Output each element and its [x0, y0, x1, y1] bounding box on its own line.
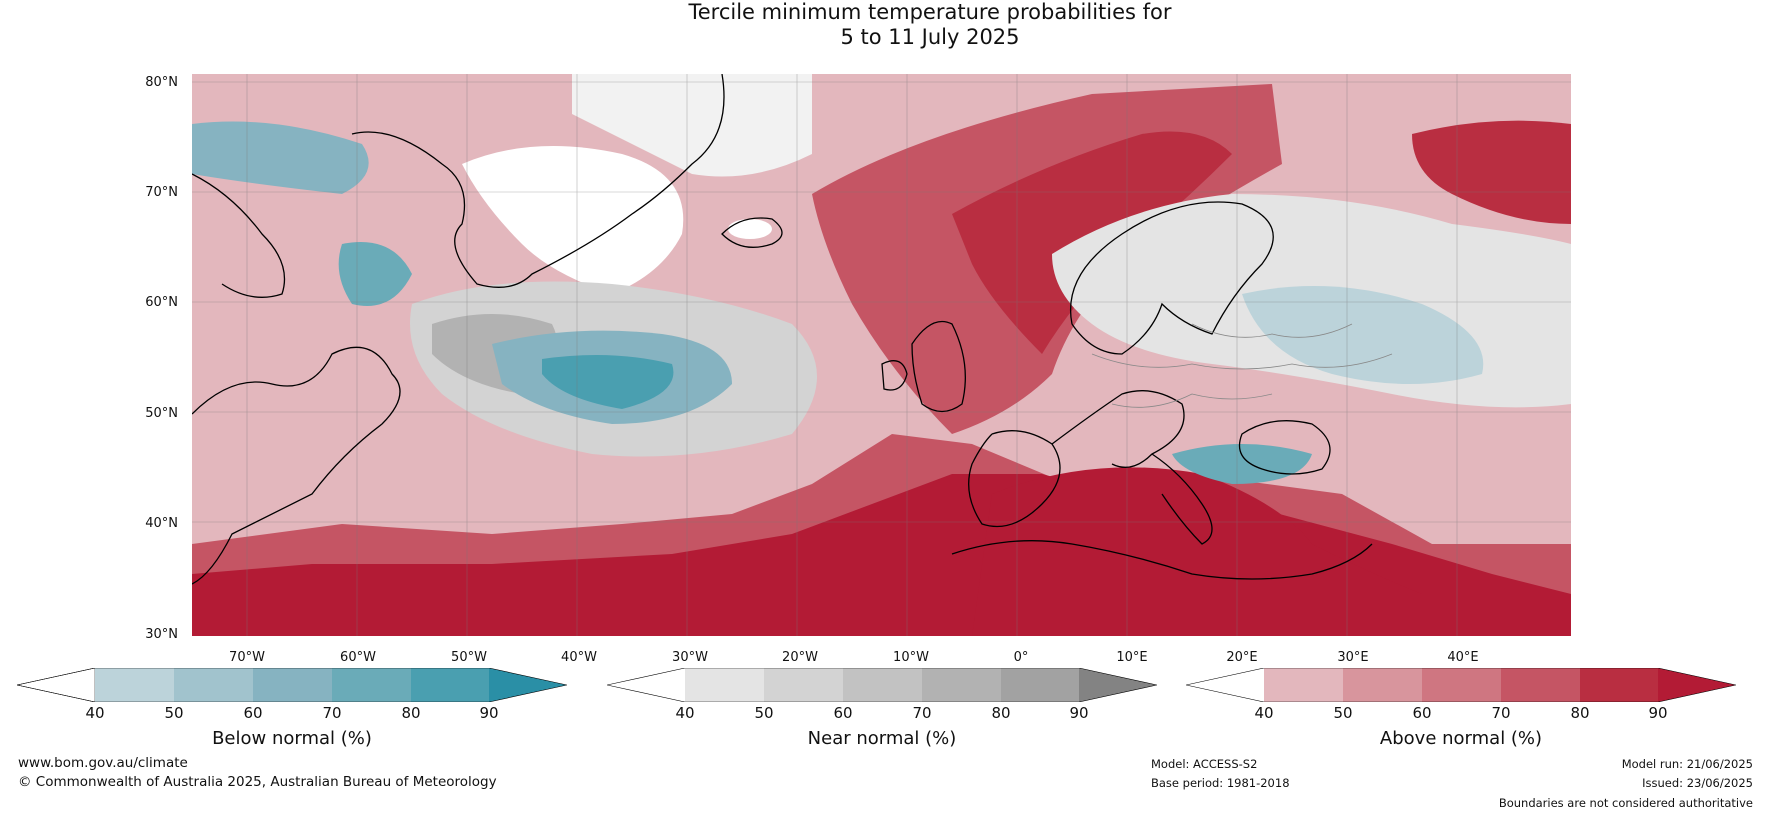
lon-label: 30°E [1337, 650, 1369, 665]
title-line-2: 5 to 11 July 2025 [840, 25, 1020, 49]
colorbar-above-seg-1 [1264, 668, 1343, 702]
footer-disclaimer: Boundaries are not considered authoritat… [1498, 796, 1753, 810]
colorbar-below-seg-3 [253, 668, 332, 702]
colorbar-above-label: Above normal (%) [1379, 728, 1543, 749]
colorbar-below-tick: 40 [85, 704, 105, 722]
colorbar-above-seg-6 [1658, 668, 1736, 702]
colorbar-below-label: Below normal (%) [212, 728, 372, 749]
graticule [192, 74, 1571, 636]
colorbar-below-seg-6 [489, 668, 567, 702]
colorbar-near-label: Near normal (%) [807, 728, 957, 749]
lon-label: 10°W [893, 650, 929, 665]
zone-black-sea-blue [1172, 444, 1312, 484]
lon-label: 40°W [561, 650, 597, 665]
colorbar-near-seg-6 [1079, 668, 1157, 702]
probability-map [192, 74, 1571, 636]
colorbar-near-seg-0 [607, 668, 685, 702]
zone-greenland-white [462, 146, 684, 294]
map-canvas [192, 74, 1571, 636]
lon-label: 10°E [1116, 650, 1148, 665]
lon-label: 40°E [1447, 650, 1479, 665]
colorbar-above-tick: 70 [1491, 704, 1511, 722]
footer-copyright: © Commonwealth of Australia 2025, Austra… [18, 774, 497, 790]
footer-website-link[interactable]: www.bom.gov.au/climate [18, 755, 188, 771]
colorbar-near-seg-2 [764, 668, 843, 702]
footer-issued: Issued: 23/06/2025 [1642, 776, 1753, 790]
title-line-1: Tercile minimum temperature probabilitie… [688, 0, 1172, 24]
colorbar-near-tick: 40 [675, 704, 695, 722]
lat-label: 70°N [145, 185, 178, 200]
lon-label: 0° [1013, 650, 1029, 665]
colorbar-below-tick: 90 [479, 704, 499, 722]
colorbar-below-seg-4 [332, 668, 411, 702]
colorbar-below-tick: 80 [401, 704, 421, 722]
colorbar-below-tick: 70 [322, 704, 342, 722]
lat-label: 60°N [145, 295, 178, 310]
colorbar-near-tick: 60 [833, 704, 853, 722]
colorbar-above-seg-2 [1343, 668, 1422, 702]
lat-label: 40°N [145, 516, 178, 531]
colorbar-below-seg-1 [95, 668, 174, 702]
colorbar-near-tick: 70 [912, 704, 932, 722]
footer-base-period: Base period: 1981-2018 [1151, 776, 1290, 790]
zone-below-normal-core [542, 355, 674, 409]
colorbar-below-seg-0 [17, 668, 96, 702]
colorbar-near-seg-5 [1001, 668, 1079, 702]
zone-labrador-blue [192, 121, 369, 194]
lon-label: 30°W [672, 650, 708, 665]
colorbar-above-tick: 40 [1254, 704, 1274, 722]
lon-label: 70°W [229, 650, 265, 665]
colorbar-below-tick: 50 [164, 704, 184, 722]
footer-model-run: Model run: 21/06/2025 [1621, 757, 1753, 771]
colorbar-near-seg-3 [843, 668, 922, 702]
lat-label: 50°N [145, 406, 178, 421]
lon-label: 50°W [451, 650, 487, 665]
colorbar-below [17, 668, 567, 702]
colorbar-above-tick: 60 [1412, 704, 1432, 722]
lon-label: 20°E [1226, 650, 1258, 665]
colorbar-below-seg-5 [411, 668, 489, 702]
zone-russia-below [1242, 286, 1484, 384]
borders [1091, 323, 1393, 408]
lat-label: 30°N [145, 627, 178, 642]
map-title: Tercile minimum temperature probabilitie… [0, 0, 1770, 50]
colorbar-below-tick: 60 [243, 704, 263, 722]
colorbar-above-seg-3 [1422, 668, 1501, 702]
colorbar-near [607, 668, 1157, 702]
colorbar-near-seg-4 [922, 668, 1001, 702]
zone-arctic-grey [572, 74, 812, 177]
lat-label: 80°N [145, 75, 178, 90]
colorbar-near-tick: 50 [754, 704, 774, 722]
colorbar-above-tick: 50 [1333, 704, 1353, 722]
colorbar-near-tick: 80 [991, 704, 1011, 722]
colorbar-above-tick: 80 [1570, 704, 1590, 722]
colorbar-above-tick: 90 [1648, 704, 1668, 722]
zone-iceland-white [728, 219, 772, 239]
footer-model: Model: ACCESS-S2 [1151, 757, 1258, 771]
colorbar-near-tick: 90 [1069, 704, 1089, 722]
colorbar-above-seg-5 [1580, 668, 1658, 702]
colorbar-below-seg-2 [174, 668, 253, 702]
colorbar-above-seg-0 [1186, 668, 1264, 702]
lon-label: 20°W [782, 650, 818, 665]
lon-label: 60°W [340, 650, 376, 665]
coastlines [192, 74, 1373, 585]
colorbar-above-seg-4 [1501, 668, 1580, 702]
colorbar-near-seg-1 [685, 668, 764, 702]
zone-mediterranean [972, 467, 1422, 636]
zone-barents [1412, 120, 1571, 224]
colorbar-above [1186, 668, 1736, 702]
